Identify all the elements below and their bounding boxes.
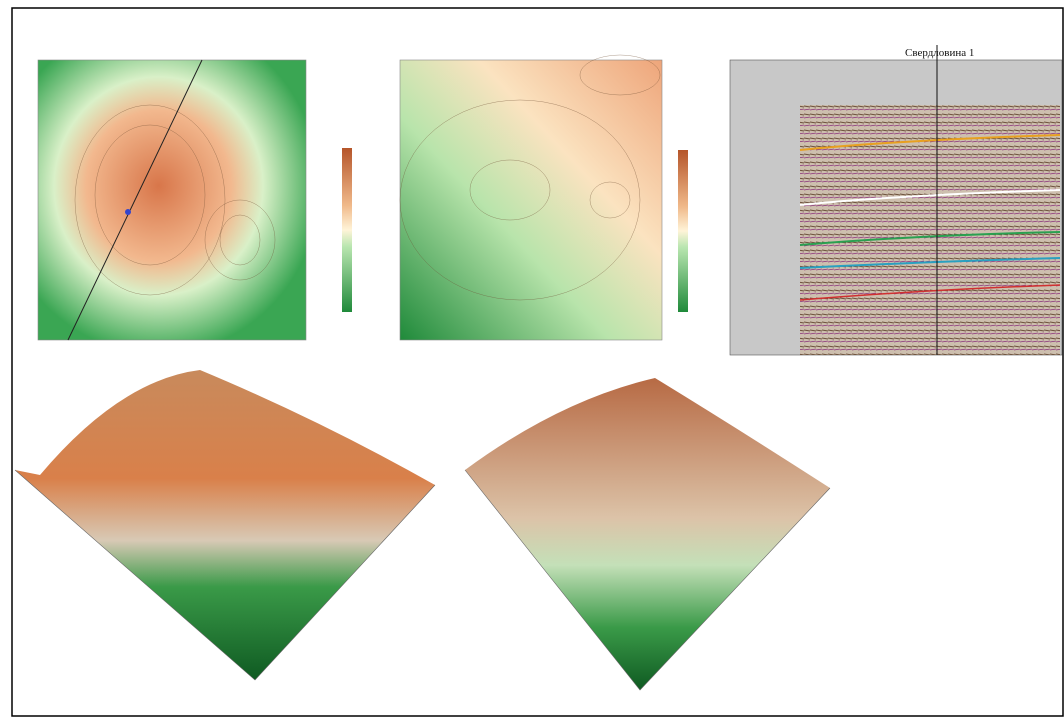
surface-3d-1	[15, 370, 435, 680]
seismic-section: Свердловина 1	[730, 45, 1062, 355]
contour-map-1	[38, 60, 352, 340]
colorbar	[342, 148, 352, 312]
contour-map-2	[400, 55, 688, 340]
colorbar	[678, 150, 688, 312]
well-label: Свердловина 1	[905, 47, 974, 59]
surface-3d-2	[465, 378, 830, 690]
figure: Свердловина 1	[0, 0, 1064, 717]
page: {"well_label": "Свердловина 1"}	[0, 0, 1064, 717]
